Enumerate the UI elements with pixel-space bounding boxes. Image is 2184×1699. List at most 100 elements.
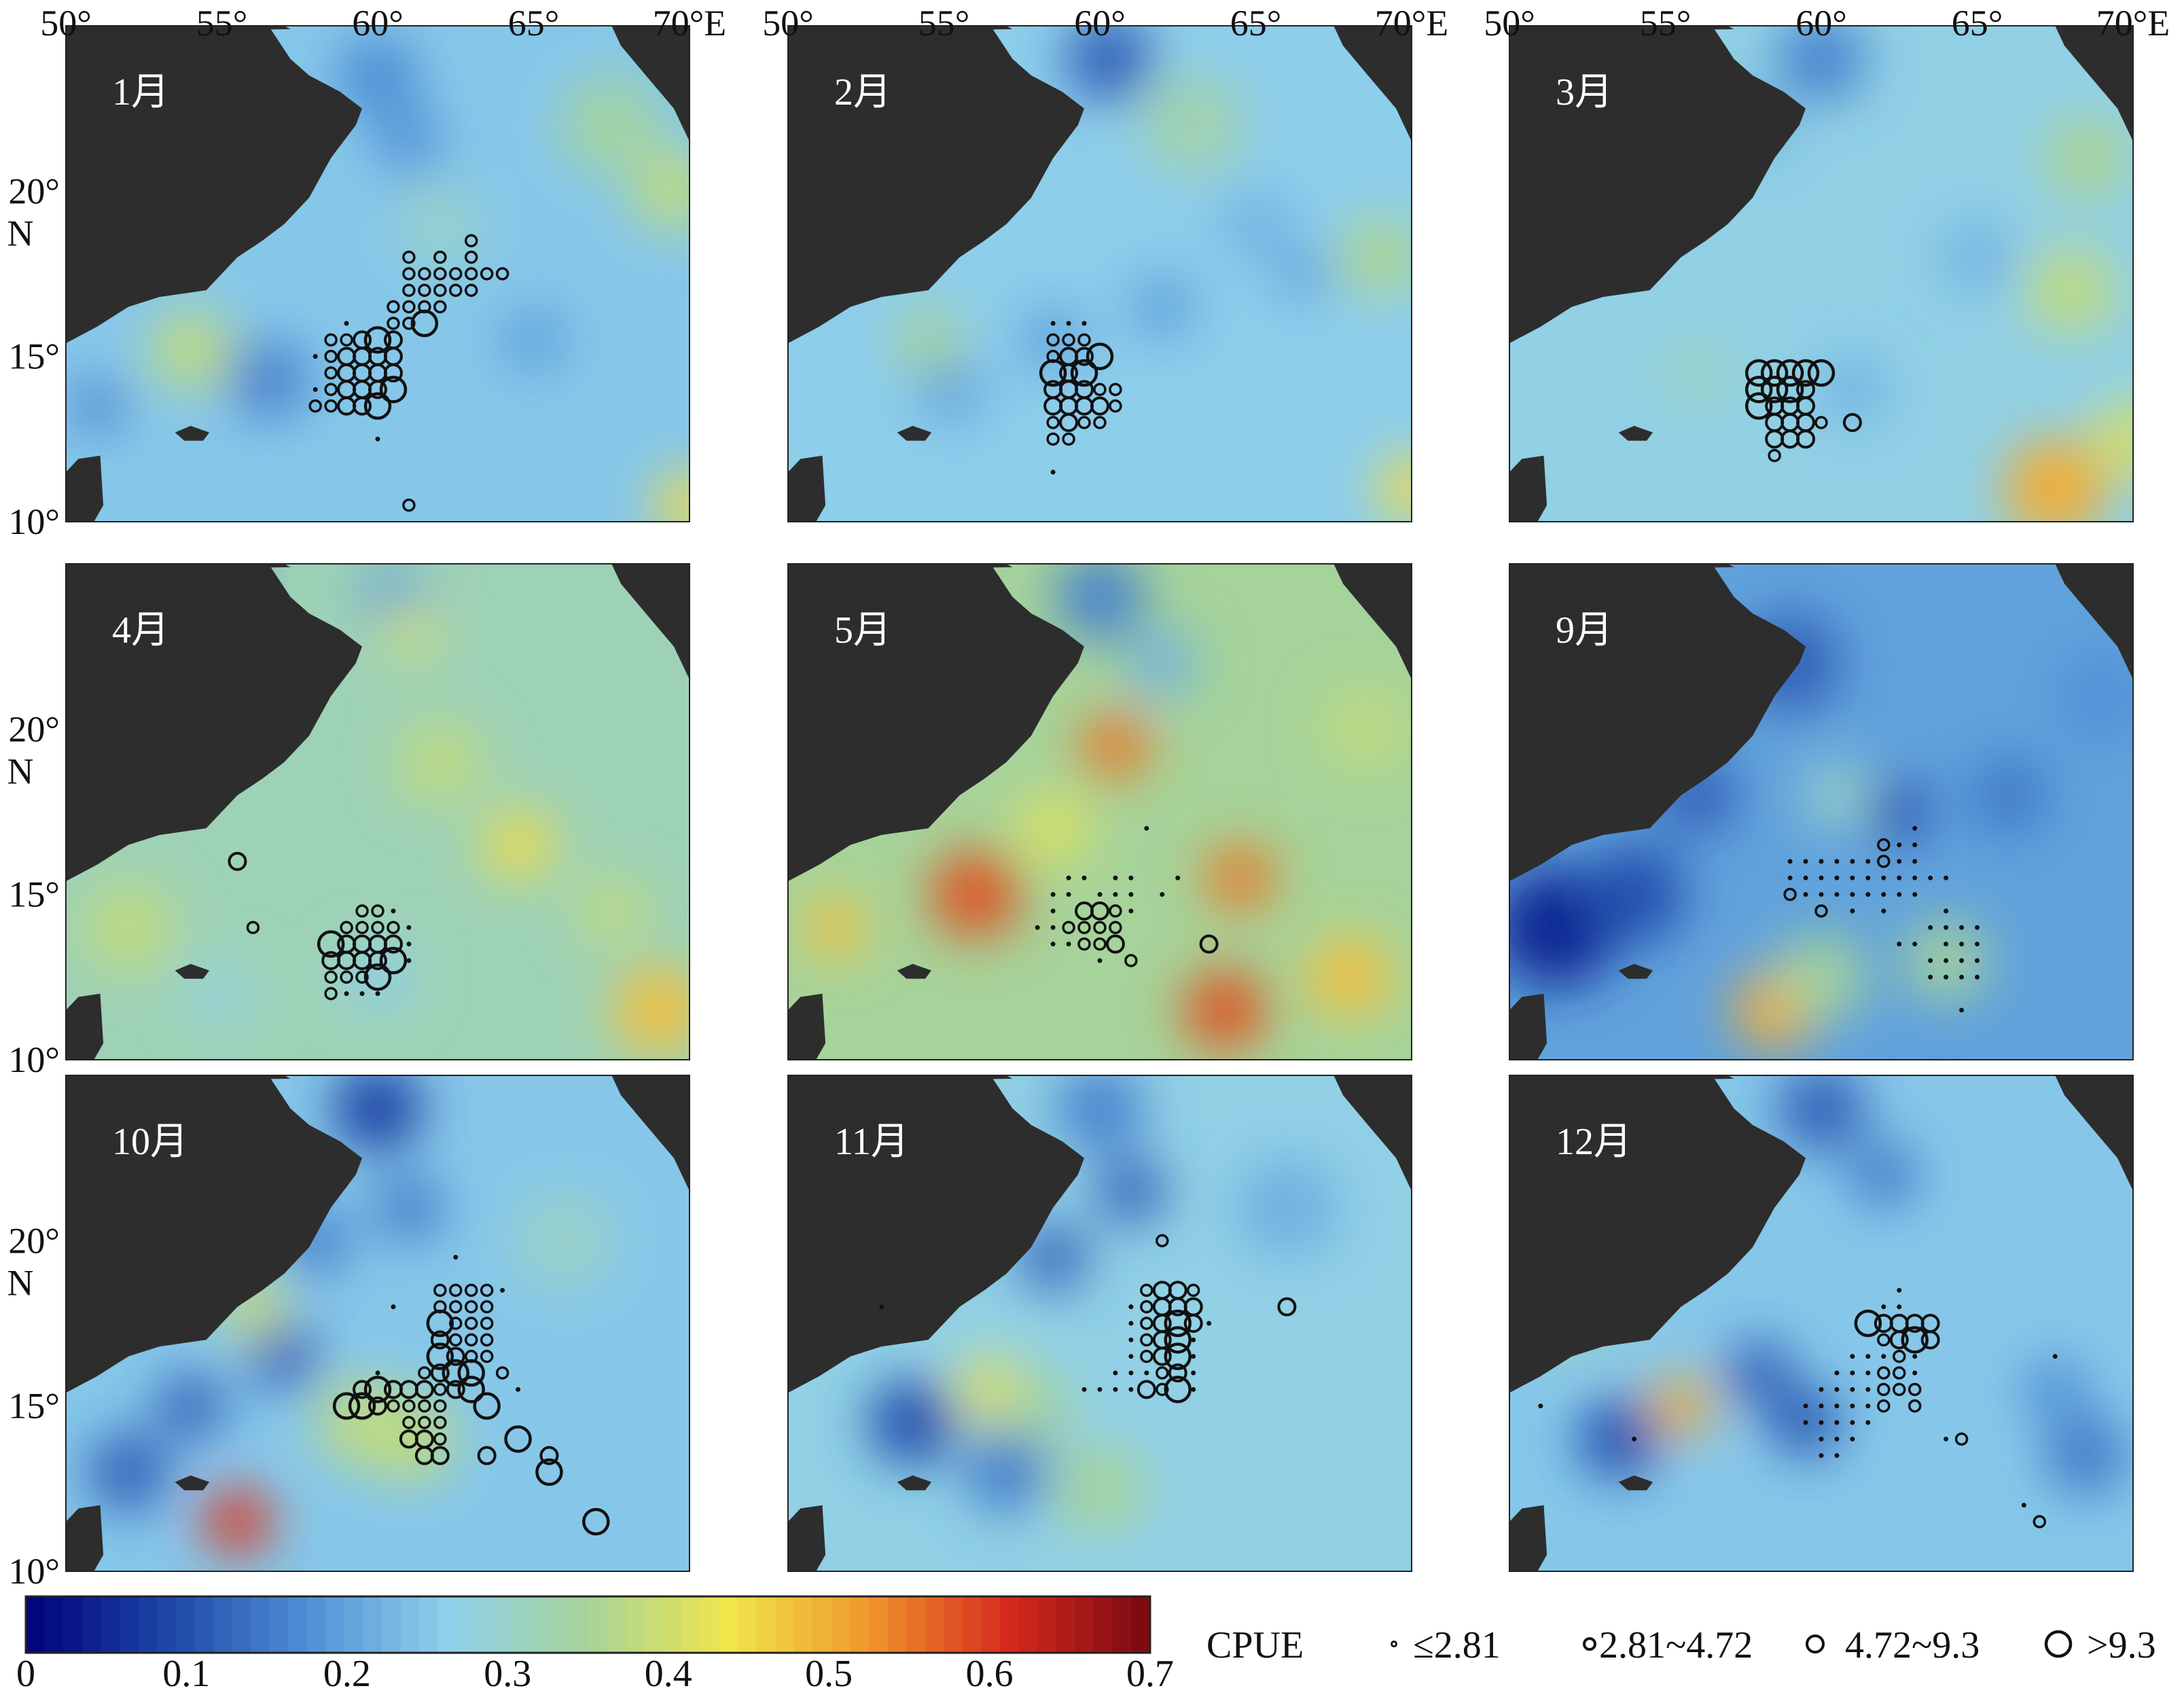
lon-tick-label: 55° <box>918 3 970 43</box>
lat-tick-label: 15° <box>8 336 60 377</box>
cpue-marker <box>406 925 412 930</box>
cpue-marker <box>539 1446 559 1465</box>
cpue-marker <box>1128 1304 1134 1310</box>
cpue-marker <box>1912 1370 1918 1376</box>
longitude-tick-labels: 50° 55° 60° 65° 70°E 50° 55° 60° 65° 70°E 50° 55° 60… <box>40 3 2170 43</box>
cpue-marker <box>433 1382 447 1397</box>
arabian-peninsula-land <box>66 1075 362 1393</box>
cpue-marker <box>418 1399 431 1413</box>
cpue-marker <box>402 317 416 330</box>
cpue-marker <box>1850 1354 1855 1359</box>
cpue-marker <box>2052 1354 2058 1359</box>
lat-tick-label: 15° <box>8 874 60 915</box>
field-anomaly <box>1776 934 1866 1020</box>
colorbar-block <box>756 1596 776 1653</box>
month-label: 5月 <box>834 609 891 651</box>
cpue-marker <box>1954 1432 1969 1446</box>
cpue-marker <box>368 1396 387 1416</box>
cpue-marker <box>1850 1387 1855 1392</box>
cpue-marker <box>1912 842 1918 848</box>
cpue-marker <box>433 283 447 298</box>
iran-coast-land <box>1509 564 1734 571</box>
lon-tick-label: 65° <box>1952 3 2003 43</box>
colorbar-tick-label: 0.3 <box>484 1653 531 1695</box>
colorbar-block <box>1018 1596 1039 1653</box>
cpue-marker <box>1128 892 1134 897</box>
cpue-marker <box>324 399 338 413</box>
cpue-marker <box>1881 875 1886 880</box>
cpue-marker <box>1128 875 1134 880</box>
cpue-marker <box>449 1283 463 1298</box>
field-anomaly <box>1967 755 2049 836</box>
lat-unit-label: N <box>7 751 34 791</box>
lat-tick-label: 20° <box>8 1220 60 1261</box>
field-anomaly <box>1221 191 1290 257</box>
cpue-marker <box>1944 974 1949 980</box>
cpue-marker <box>1183 1314 1203 1333</box>
panel-frame <box>1509 1075 2134 1572</box>
field-anomaly <box>1655 333 1738 413</box>
cpue-marker <box>1881 908 1886 914</box>
cpue-marker <box>1850 1420 1855 1425</box>
cpue-marker <box>1819 1436 1824 1442</box>
cpue-marker <box>1877 1366 1891 1380</box>
colorbar-block <box>1131 1596 1151 1653</box>
month-label: 2月 <box>834 71 891 113</box>
cpue-marker <box>1760 376 1789 404</box>
month-label: 10月 <box>112 1121 188 1163</box>
field-anomaly <box>1339 217 1412 298</box>
field-anomaly <box>894 306 963 373</box>
field-anomaly <box>399 184 482 264</box>
cpue-marker <box>418 1366 431 1380</box>
cpue-marker <box>480 1349 494 1363</box>
cpue-marker <box>1744 392 1773 420</box>
cpue-marker <box>418 283 431 298</box>
field-anomaly <box>2050 646 2133 746</box>
cpue-marker <box>402 300 416 314</box>
colorbar-block <box>887 1596 908 1653</box>
cpue-marker <box>1081 321 1087 326</box>
cpue-marker <box>1128 1354 1134 1359</box>
cpue-marker <box>495 1366 509 1380</box>
lon-tick-label: 50° <box>762 3 814 43</box>
cpue-marker <box>1097 1387 1103 1392</box>
cpue-marker <box>1113 1387 1118 1392</box>
cpue-marker <box>1144 1370 1149 1376</box>
cpue-marker <box>1944 958 1949 963</box>
cpue-marker <box>430 1330 450 1350</box>
colorbar-block <box>476 1596 495 1653</box>
panel-frame <box>1509 563 2134 1060</box>
cpue-marker <box>1039 359 1067 387</box>
arabian-peninsula-land <box>788 1075 1084 1393</box>
cpue-marker <box>1168 1363 1187 1382</box>
cpue-marker <box>1093 937 1107 951</box>
cpue-marker <box>379 946 408 975</box>
lon-tick-label: 60° <box>1795 3 1847 43</box>
socotra-island <box>175 425 210 441</box>
cpue-markers <box>1744 359 1862 463</box>
india-land <box>611 564 690 680</box>
cpue-marker <box>1090 901 1109 920</box>
field-anomaly <box>632 151 690 231</box>
cpue-marker <box>1819 892 1824 897</box>
india-land <box>2055 26 2133 142</box>
cpue-marker <box>1877 1399 1891 1413</box>
iran-coast-land <box>66 564 291 571</box>
cpue-marker <box>1803 892 1808 897</box>
cpue-marker <box>582 1507 610 1536</box>
cpue-marker <box>359 991 365 997</box>
cpue-marker <box>1877 1382 1891 1397</box>
cpue-marker <box>504 1425 532 1453</box>
cpue-marker <box>1897 942 1902 947</box>
cpue-marker <box>1191 1337 1196 1342</box>
cpue-marker <box>1850 1370 1855 1376</box>
cpue-marker <box>1077 937 1091 951</box>
cpue-marker <box>433 1432 447 1446</box>
colorbar-tick-label: 0.1 <box>162 1653 210 1695</box>
cpue-marker <box>1834 875 1840 880</box>
cpue-marker <box>355 970 369 984</box>
colorbar-block <box>494 1596 514 1653</box>
cpue-marker <box>383 934 403 954</box>
cpue-marker <box>1850 859 1855 864</box>
field-anomaly <box>1776 1075 1866 1151</box>
